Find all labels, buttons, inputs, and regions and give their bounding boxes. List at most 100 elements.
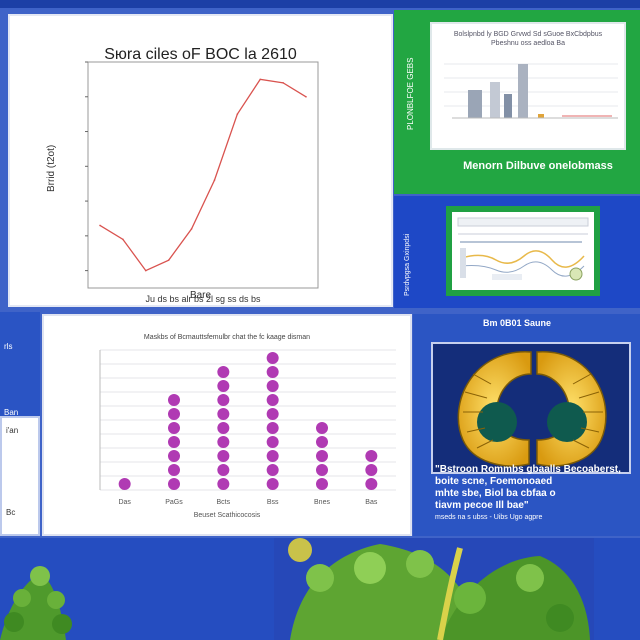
diagram-panel-side-label: Psrdvpgsa Gxinpdsi <box>404 233 411 296</box>
fern-right <box>288 538 590 640</box>
line-point <box>190 228 193 230</box>
dot-mark <box>168 478 180 490</box>
plant-strip-panel <box>0 538 640 640</box>
dot-mark <box>217 450 230 462</box>
diagram-illustration <box>457 217 589 281</box>
line-point <box>282 82 284 84</box>
dot-category-label: Bnes <box>314 499 330 506</box>
line-chart-title: Sюra ciles oF BOC la 2610 <box>104 46 297 63</box>
dot-chart-panel: Das PaGs Bcts Bss Bnes Bas Maskbs of Bcmautts… <box>42 314 412 536</box>
mini-bar-chart-title: Bolslpnbd ly BGD Grvwd Sd sGuoe BxCbdpbu… <box>453 31 603 47</box>
diagram-panel: Psrdvpgsa Gxinpdsi <box>394 196 640 308</box>
dot-mark <box>266 464 279 476</box>
dot-mark <box>217 436 230 448</box>
dot-mark <box>316 422 328 434</box>
dot-mark <box>168 450 180 462</box>
caption-line-2: mhte sbe, Biol ba cbfaa o <box>435 488 556 499</box>
dot-mark <box>266 450 279 462</box>
dot-mark <box>365 450 378 462</box>
green-panel: PLONBLFOE GEBS Bolslpnbd ly BGD Grvwd Sd… <box>394 10 640 194</box>
caption-line-4: mseds na s ubss - Uibs Ugo agpre <box>435 514 543 521</box>
left-edge-card-text: i'an <box>6 426 19 435</box>
line-point <box>236 113 239 115</box>
fungus-right <box>536 351 607 467</box>
left-edge-panel: rls Ban i'an Bc <box>0 312 40 536</box>
mini-bar <box>468 90 482 118</box>
mini-bar <box>504 94 512 118</box>
mini-bar-chart <box>444 63 618 119</box>
line-point <box>259 78 262 81</box>
fungus-illustration <box>457 351 607 467</box>
dot-mark <box>168 394 180 406</box>
dot-mark <box>217 394 230 406</box>
left-edge-card-text-2: Bc <box>6 508 16 517</box>
dot-category-label: Bss <box>267 499 279 506</box>
mini-bar-chart-card: Bolslpnbd ly BGD Grvwd Sd sGuoe BxCbdpbu… <box>430 22 626 150</box>
dot-mark <box>217 464 230 476</box>
line-point <box>122 238 124 241</box>
dot-mark <box>266 408 279 420</box>
line-chart: Ju ds bs alr bs 2l sg ss ds bs <box>85 61 319 304</box>
dot-mark <box>266 352 279 364</box>
specimen-image <box>431 342 631 474</box>
line-point <box>99 224 101 227</box>
diagram-card <box>446 206 600 296</box>
dot-mark <box>217 422 230 434</box>
dot-mark <box>168 408 180 420</box>
line-point <box>144 269 147 272</box>
line-point <box>213 179 216 182</box>
dot-category-label: Das <box>118 499 131 506</box>
dot-mark <box>365 478 378 490</box>
dot-mark <box>365 464 378 476</box>
dot-chart: Das PaGs Bcts Bss Bnes Bas <box>99 349 396 506</box>
dot-mark <box>266 394 279 406</box>
dot-chart-xlabel: Beuset Scathicocosis <box>193 512 261 519</box>
mini-bar <box>490 82 500 118</box>
dot-mark <box>168 422 180 434</box>
dot-chart-title: Maskbs of Bcmauttsfemulbr chat the fc ka… <box>143 334 311 341</box>
dot-mark <box>168 436 180 448</box>
dot-mark <box>266 366 279 378</box>
dot-mark <box>266 478 279 490</box>
fungus-left <box>457 351 532 467</box>
dot-mark <box>316 478 328 490</box>
dot-mark <box>266 436 279 448</box>
line-series <box>99 78 307 272</box>
dot-mark <box>217 366 230 378</box>
dot-mark <box>168 464 180 476</box>
caption-line-1: "Bstroon Rommbs gbaalls Becoaberst, boit… <box>435 464 621 487</box>
dot-mark <box>316 450 328 462</box>
line-point <box>305 95 307 98</box>
dot-category-label: PaGs <box>165 499 183 506</box>
dot-mark <box>217 478 230 490</box>
left-edge-text: rls <box>4 342 13 351</box>
top-bar <box>0 0 640 8</box>
specimen-header: Bm 0B01 Saune <box>483 318 552 328</box>
specimen-caption: "Bstroon Rommbs gbaalls Becoaberst, boit… <box>435 464 635 524</box>
line-chart-ylabel: Brrid (t2ot) <box>46 144 57 192</box>
line-point <box>167 259 170 261</box>
dot-mark <box>266 422 279 434</box>
specimen-panel: Bm 0B01 Saune <box>413 314 640 536</box>
dot-mark <box>316 436 328 448</box>
left-edge-card: i'an Bc <box>0 416 40 536</box>
dot-mark <box>118 478 131 490</box>
green-panel-caption: Menorn Dilbuve onelobmass <box>463 160 613 172</box>
dot-mark <box>316 464 328 476</box>
dot-category-label: Bcts <box>217 499 231 506</box>
mini-bar <box>538 114 544 118</box>
green-panel-side-label: PLONBLFOE GEBS <box>406 57 415 130</box>
line-chart-xlabel: Bare <box>189 290 212 301</box>
fern-left <box>0 566 72 640</box>
line-chart-frame <box>87 61 319 289</box>
left-edge-text-2: Ban <box>4 408 19 417</box>
mini-bar <box>518 64 528 118</box>
dot-category-label: Bas <box>365 499 378 506</box>
line-x-ticks: Ju ds bs alr bs 2l sg ss ds bs <box>145 294 261 304</box>
caption-line-3: tiavm pecoe Ill bae" <box>435 500 529 511</box>
dot-mark <box>217 408 230 420</box>
dot-mark <box>217 380 230 392</box>
plant-illustration <box>0 538 640 640</box>
line-chart-panel: Ju ds bs alr bs 2l sg ss ds bs Sюra cile… <box>8 14 393 307</box>
dot-mark <box>266 380 279 392</box>
